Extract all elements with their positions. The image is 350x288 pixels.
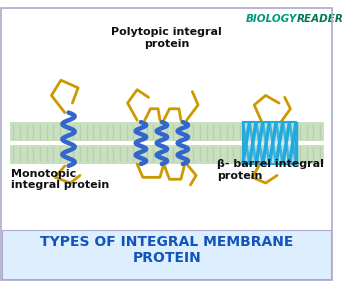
Text: READER: READER [297, 14, 344, 24]
Bar [9, 122, 324, 141]
Text: BIOLOGY: BIOLOGY [246, 14, 297, 24]
Text: TYPES OF INTEGRAL MEMBRANE
PROTEIN: TYPES OF INTEGRAL MEMBRANE PROTEIN [40, 235, 293, 265]
Bar [243, 122, 296, 164]
Bar [2, 230, 331, 279]
Bar [9, 145, 324, 164]
Text: β- barrel integral
protein: β- barrel integral protein [217, 159, 324, 181]
Text: Polytopic integral
protein: Polytopic integral protein [111, 27, 222, 49]
Bar [243, 122, 296, 164]
Text: Monotopic
integral protein: Monotopic integral protein [12, 169, 110, 190]
